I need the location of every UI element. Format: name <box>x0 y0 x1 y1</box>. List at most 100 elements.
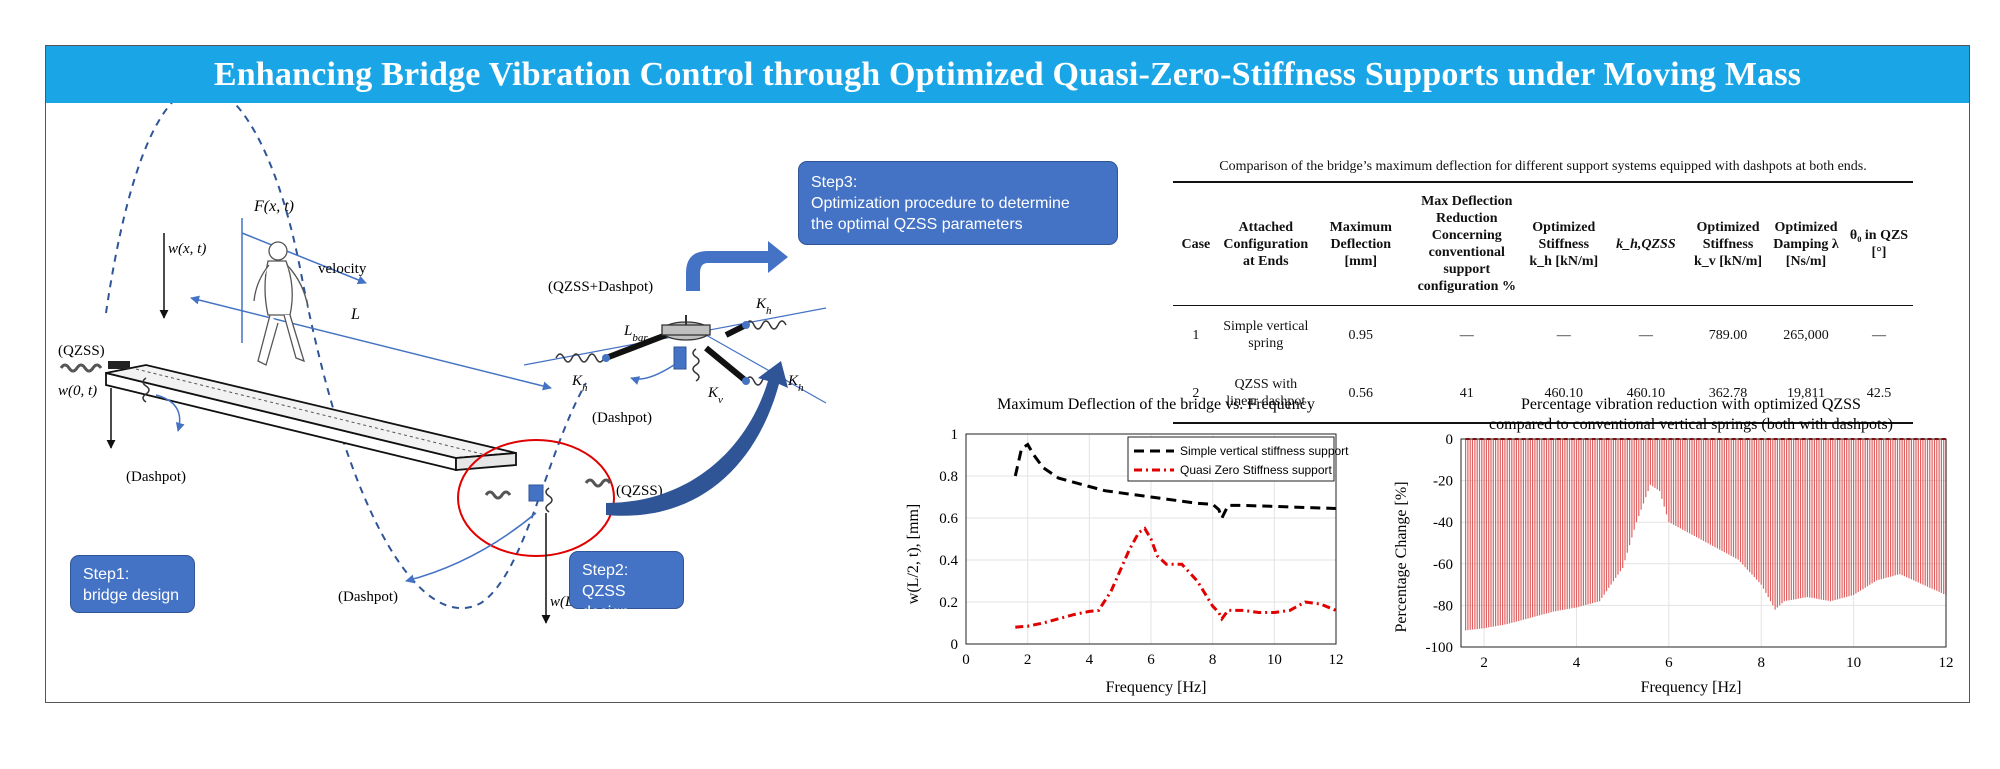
kh-label-left: K <box>571 373 583 389</box>
chart2-y-tick-label: -40 <box>1433 515 1453 531</box>
chart2-ylabel: Percentage Change [%] <box>1393 481 1410 632</box>
results-table: Case Attached Configuration at Ends Maxi… <box>1173 181 1913 424</box>
step3-box: Step3: Optimization procedure to determi… <box>798 161 1118 245</box>
step1-text: bridge design <box>83 587 180 604</box>
cell-damping: 19,811 <box>1787 385 1825 401</box>
chart1-x-tick-label: 10 <box>1267 652 1282 668</box>
dashpot-detail-label: (Dashpot) <box>592 410 652 426</box>
bridge-diagram: L F(x, t) velocity w(x, t) (QZSS) w(0, t… <box>58 103 827 624</box>
deflection-line-chart: Maximum Deflection of the bridge vs. Fre… <box>905 396 1349 696</box>
cell-max-deflection: 0.56 <box>1348 385 1374 401</box>
force-label: F(x, t) <box>253 198 294 215</box>
chart1-y-tick-label: 0.2 <box>939 595 958 611</box>
chart2-y-tick-label: -20 <box>1433 474 1453 490</box>
th-stiffness-kh: Optimized Stiffness k_h [kN/m] <box>1529 219 1599 269</box>
chart1-series-line-1 <box>1013 442 1337 522</box>
step2-box: Step2: QZSS design <box>569 551 684 621</box>
kh-label-top: K <box>755 296 767 312</box>
th-damping: Optimized Damping λ [Ns/m] <box>1773 219 1839 269</box>
chart1-ylabel: w(L/2, t), [mm] <box>905 504 922 604</box>
step3-text-line2: the optimal QZSS parameters <box>811 216 1023 233</box>
chart1-legend-label: Simple vertical stiffness support <box>1180 444 1349 458</box>
cell-reduction: 41 <box>1459 385 1474 401</box>
results-table-block: Comparison of the bridge’s maximum defle… <box>1173 159 1913 424</box>
title-bar: Enhancing Bridge Vibration Control throu… <box>46 46 1969 103</box>
cell-theta: 42.5 <box>1866 385 1892 401</box>
qzss-detail-view: (QZSS+Dashpot) Lbar Kh Kh Kh Kv (Dashpot… <box>523 279 827 426</box>
kv-sub: v <box>718 394 723 406</box>
cell-case: 1 <box>1192 327 1200 343</box>
kh-label-right: K <box>787 373 799 389</box>
chart2-subtitle: compared to conventional vertical spring… <box>1489 416 1893 433</box>
chart2-x-tick-label: 12 <box>1939 655 1954 671</box>
cell-reduction: — <box>1459 327 1474 343</box>
cell-max-deflection: 0.95 <box>1348 327 1374 343</box>
w0t-label: w(0, t) <box>58 383 97 399</box>
svg-text:Kh: Kh <box>571 373 588 394</box>
qzss-left-label: (QZSS) <box>58 343 105 359</box>
chart2-ticks: 2 4 6 8 10 12 -100 -80 -60 -40 -20 0 <box>1426 432 1954 671</box>
detail-title: (QZSS+Dashpot) <box>548 279 653 295</box>
pedestrian-figure <box>253 241 309 366</box>
lbar-label: L <box>623 323 632 339</box>
chart1-series <box>1013 442 1337 629</box>
chart2-y-tick-label: -80 <box>1433 598 1453 614</box>
chart2-x-tick-label: 10 <box>1846 655 1861 671</box>
th-kh-qzss: k_h,QZSS <box>1616 236 1676 252</box>
th-configuration: Attached Configuration at Ends <box>1223 219 1309 269</box>
chart1-legend-label: Quasi Zero Stiffness support <box>1180 463 1333 477</box>
chart1-x-tick-label: 0 <box>962 652 970 668</box>
chart2-bars <box>1464 438 1947 631</box>
cell-theta: — <box>1872 327 1886 343</box>
cell-kv: 362.78 <box>1708 385 1748 401</box>
chart1-x-tick-label: 12 <box>1329 652 1344 668</box>
kh-sub-right: h <box>798 382 804 394</box>
chart1-y-tick-label: 0.6 <box>939 511 958 527</box>
cell-kh: 460.10 <box>1544 385 1584 401</box>
svg-text:Lbar: Lbar <box>623 323 648 344</box>
chart1-title: Maximum Deflection of the bridge vs. Fre… <box>997 396 1315 413</box>
th-max-deflection: Maximum Deflection [mm] <box>1329 219 1392 269</box>
th-theta: θ₀ in QZS [°] <box>1849 228 1909 260</box>
chart1-x-tick-label: 8 <box>1209 652 1217 668</box>
chart1-y-tick-label: 0.8 <box>939 469 958 485</box>
step2-title: Step2: <box>582 562 629 579</box>
chart2-x-tick-label: 8 <box>1757 655 1765 671</box>
chart2-y-tick-label: 0 <box>1446 432 1454 448</box>
cell-kv: 789.00 <box>1708 327 1748 343</box>
table-header-row: Case Attached Configuration at Ends Maxi… <box>1173 182 1913 306</box>
chart1-y-tick-label: 1 <box>951 427 959 443</box>
wxt-label: w(x, t) <box>168 241 206 257</box>
cell-configuration: QZSS with linear dashpot <box>1226 377 1306 409</box>
cell-case: 2 <box>1192 385 1200 401</box>
poster-title: Enhancing Bridge Vibration Control throu… <box>213 55 1802 93</box>
chart1-x-tick-label: 4 <box>1086 652 1094 668</box>
chart1-y-tick-label: 0 <box>951 637 959 653</box>
cell-damping: 265,000 <box>1783 327 1829 343</box>
svg-text:Kv: Kv <box>707 385 723 406</box>
chart1-legend-box <box>1127 436 1335 482</box>
curved-arrow-to-detail <box>606 361 788 516</box>
table-row: 1 Simple vertical spring 0.95 — — — 789.… <box>1173 306 1913 365</box>
chart2-xlabel: Frequency [Hz] <box>1641 679 1742 696</box>
qzss-right-label: (QZSS) <box>616 483 663 499</box>
step3-title: Step3: <box>811 174 858 191</box>
kh-sub-top: h <box>766 305 772 317</box>
lbar-sub: bar <box>632 332 648 344</box>
kv-label: K <box>707 385 719 401</box>
chart1-y-tick-label: 0.4 <box>939 553 958 569</box>
kh-sub-left: h <box>582 382 588 394</box>
step3-text-line1: Optimization procedure to determine <box>811 195 1070 212</box>
chart2-y-tick-label: -100 <box>1426 640 1454 656</box>
chart2-x-tick-label: 6 <box>1665 655 1673 671</box>
length-label: L <box>350 306 360 323</box>
chart1-x-tick-label: 6 <box>1147 652 1155 668</box>
dashpot-left-label: (Dashpot) <box>126 469 186 485</box>
mode-shape-curve <box>105 103 587 609</box>
cell-kh-qzss: 460.10 <box>1626 385 1666 401</box>
chart2-title: Percentage vibration reduction with opti… <box>1521 396 1861 413</box>
table-caption: Comparison of the bridge’s maximum defle… <box>1219 159 1867 174</box>
chart1-xlabel: Frequency [Hz] <box>1106 679 1207 696</box>
bridge-beam <box>105 364 517 472</box>
svg-text:Kh: Kh <box>787 373 804 394</box>
